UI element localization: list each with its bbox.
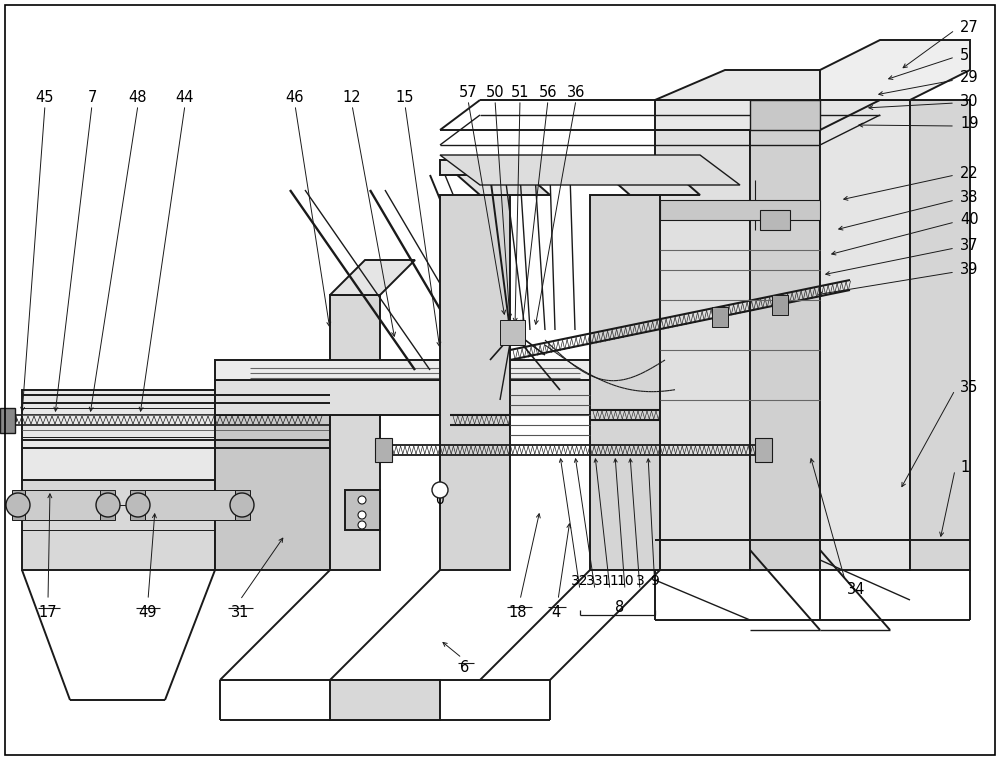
Polygon shape — [500, 320, 525, 345]
Text: 17: 17 — [39, 605, 57, 620]
Text: 8: 8 — [615, 600, 625, 615]
Text: 9: 9 — [651, 574, 659, 588]
Text: 10: 10 — [616, 574, 634, 588]
Text: 49: 49 — [139, 605, 157, 620]
Polygon shape — [215, 390, 330, 570]
Text: 22: 22 — [960, 166, 979, 181]
Polygon shape — [750, 100, 820, 130]
Polygon shape — [215, 360, 615, 380]
Text: 0: 0 — [436, 493, 444, 507]
Polygon shape — [235, 490, 250, 520]
Text: 37: 37 — [960, 239, 978, 254]
Text: 40: 40 — [960, 213, 979, 227]
Polygon shape — [750, 100, 820, 570]
Polygon shape — [100, 490, 115, 520]
Text: 34: 34 — [847, 582, 865, 597]
Text: 6: 6 — [460, 660, 470, 675]
Text: 48: 48 — [129, 90, 147, 105]
Text: 12: 12 — [343, 90, 361, 105]
Text: 19: 19 — [960, 116, 978, 131]
Polygon shape — [772, 295, 788, 315]
Text: 27: 27 — [960, 21, 979, 36]
Text: 39: 39 — [960, 262, 978, 277]
Circle shape — [358, 511, 366, 519]
Text: 33: 33 — [586, 574, 604, 588]
Text: 51: 51 — [511, 85, 529, 100]
Text: 30: 30 — [960, 93, 978, 109]
Polygon shape — [820, 40, 970, 100]
Circle shape — [432, 482, 448, 498]
Polygon shape — [22, 480, 215, 570]
Circle shape — [96, 493, 120, 517]
Text: 4: 4 — [551, 605, 561, 620]
Polygon shape — [712, 307, 728, 327]
Circle shape — [230, 493, 254, 517]
Text: 31: 31 — [231, 605, 249, 620]
Polygon shape — [345, 490, 380, 530]
Circle shape — [6, 493, 30, 517]
Text: 7: 7 — [87, 90, 97, 105]
Text: 32: 32 — [571, 574, 589, 588]
Polygon shape — [130, 490, 145, 520]
Text: 18: 18 — [509, 605, 527, 620]
Text: 15: 15 — [396, 90, 414, 105]
Polygon shape — [760, 210, 790, 230]
Text: 1: 1 — [960, 461, 969, 476]
Text: 29: 29 — [960, 71, 979, 86]
Polygon shape — [145, 490, 235, 520]
Polygon shape — [660, 200, 820, 220]
Text: 35: 35 — [960, 381, 978, 395]
Polygon shape — [655, 130, 750, 570]
Polygon shape — [440, 155, 740, 185]
Circle shape — [358, 521, 366, 529]
Polygon shape — [330, 295, 380, 570]
Polygon shape — [755, 438, 772, 462]
Text: 57: 57 — [459, 85, 477, 100]
Text: 56: 56 — [539, 85, 557, 100]
Polygon shape — [590, 160, 700, 195]
Text: 38: 38 — [960, 191, 978, 205]
Polygon shape — [820, 100, 910, 570]
Text: 45: 45 — [36, 90, 54, 105]
Polygon shape — [440, 160, 700, 175]
Polygon shape — [590, 195, 660, 570]
Polygon shape — [910, 100, 970, 570]
Text: 44: 44 — [176, 90, 194, 105]
Polygon shape — [440, 195, 510, 570]
Text: 11: 11 — [601, 574, 619, 588]
Polygon shape — [440, 160, 550, 195]
Circle shape — [358, 496, 366, 504]
Polygon shape — [215, 380, 615, 415]
Polygon shape — [12, 490, 25, 520]
Polygon shape — [0, 408, 15, 433]
Polygon shape — [330, 680, 440, 720]
Polygon shape — [655, 70, 820, 130]
Polygon shape — [375, 438, 392, 462]
Polygon shape — [22, 390, 330, 480]
Text: 46: 46 — [286, 90, 304, 105]
Text: 36: 36 — [567, 85, 585, 100]
Polygon shape — [330, 260, 415, 295]
Text: 3: 3 — [636, 574, 644, 588]
Circle shape — [126, 493, 150, 517]
Text: 50: 50 — [486, 85, 504, 100]
Polygon shape — [25, 490, 100, 520]
Text: 5: 5 — [960, 47, 969, 62]
